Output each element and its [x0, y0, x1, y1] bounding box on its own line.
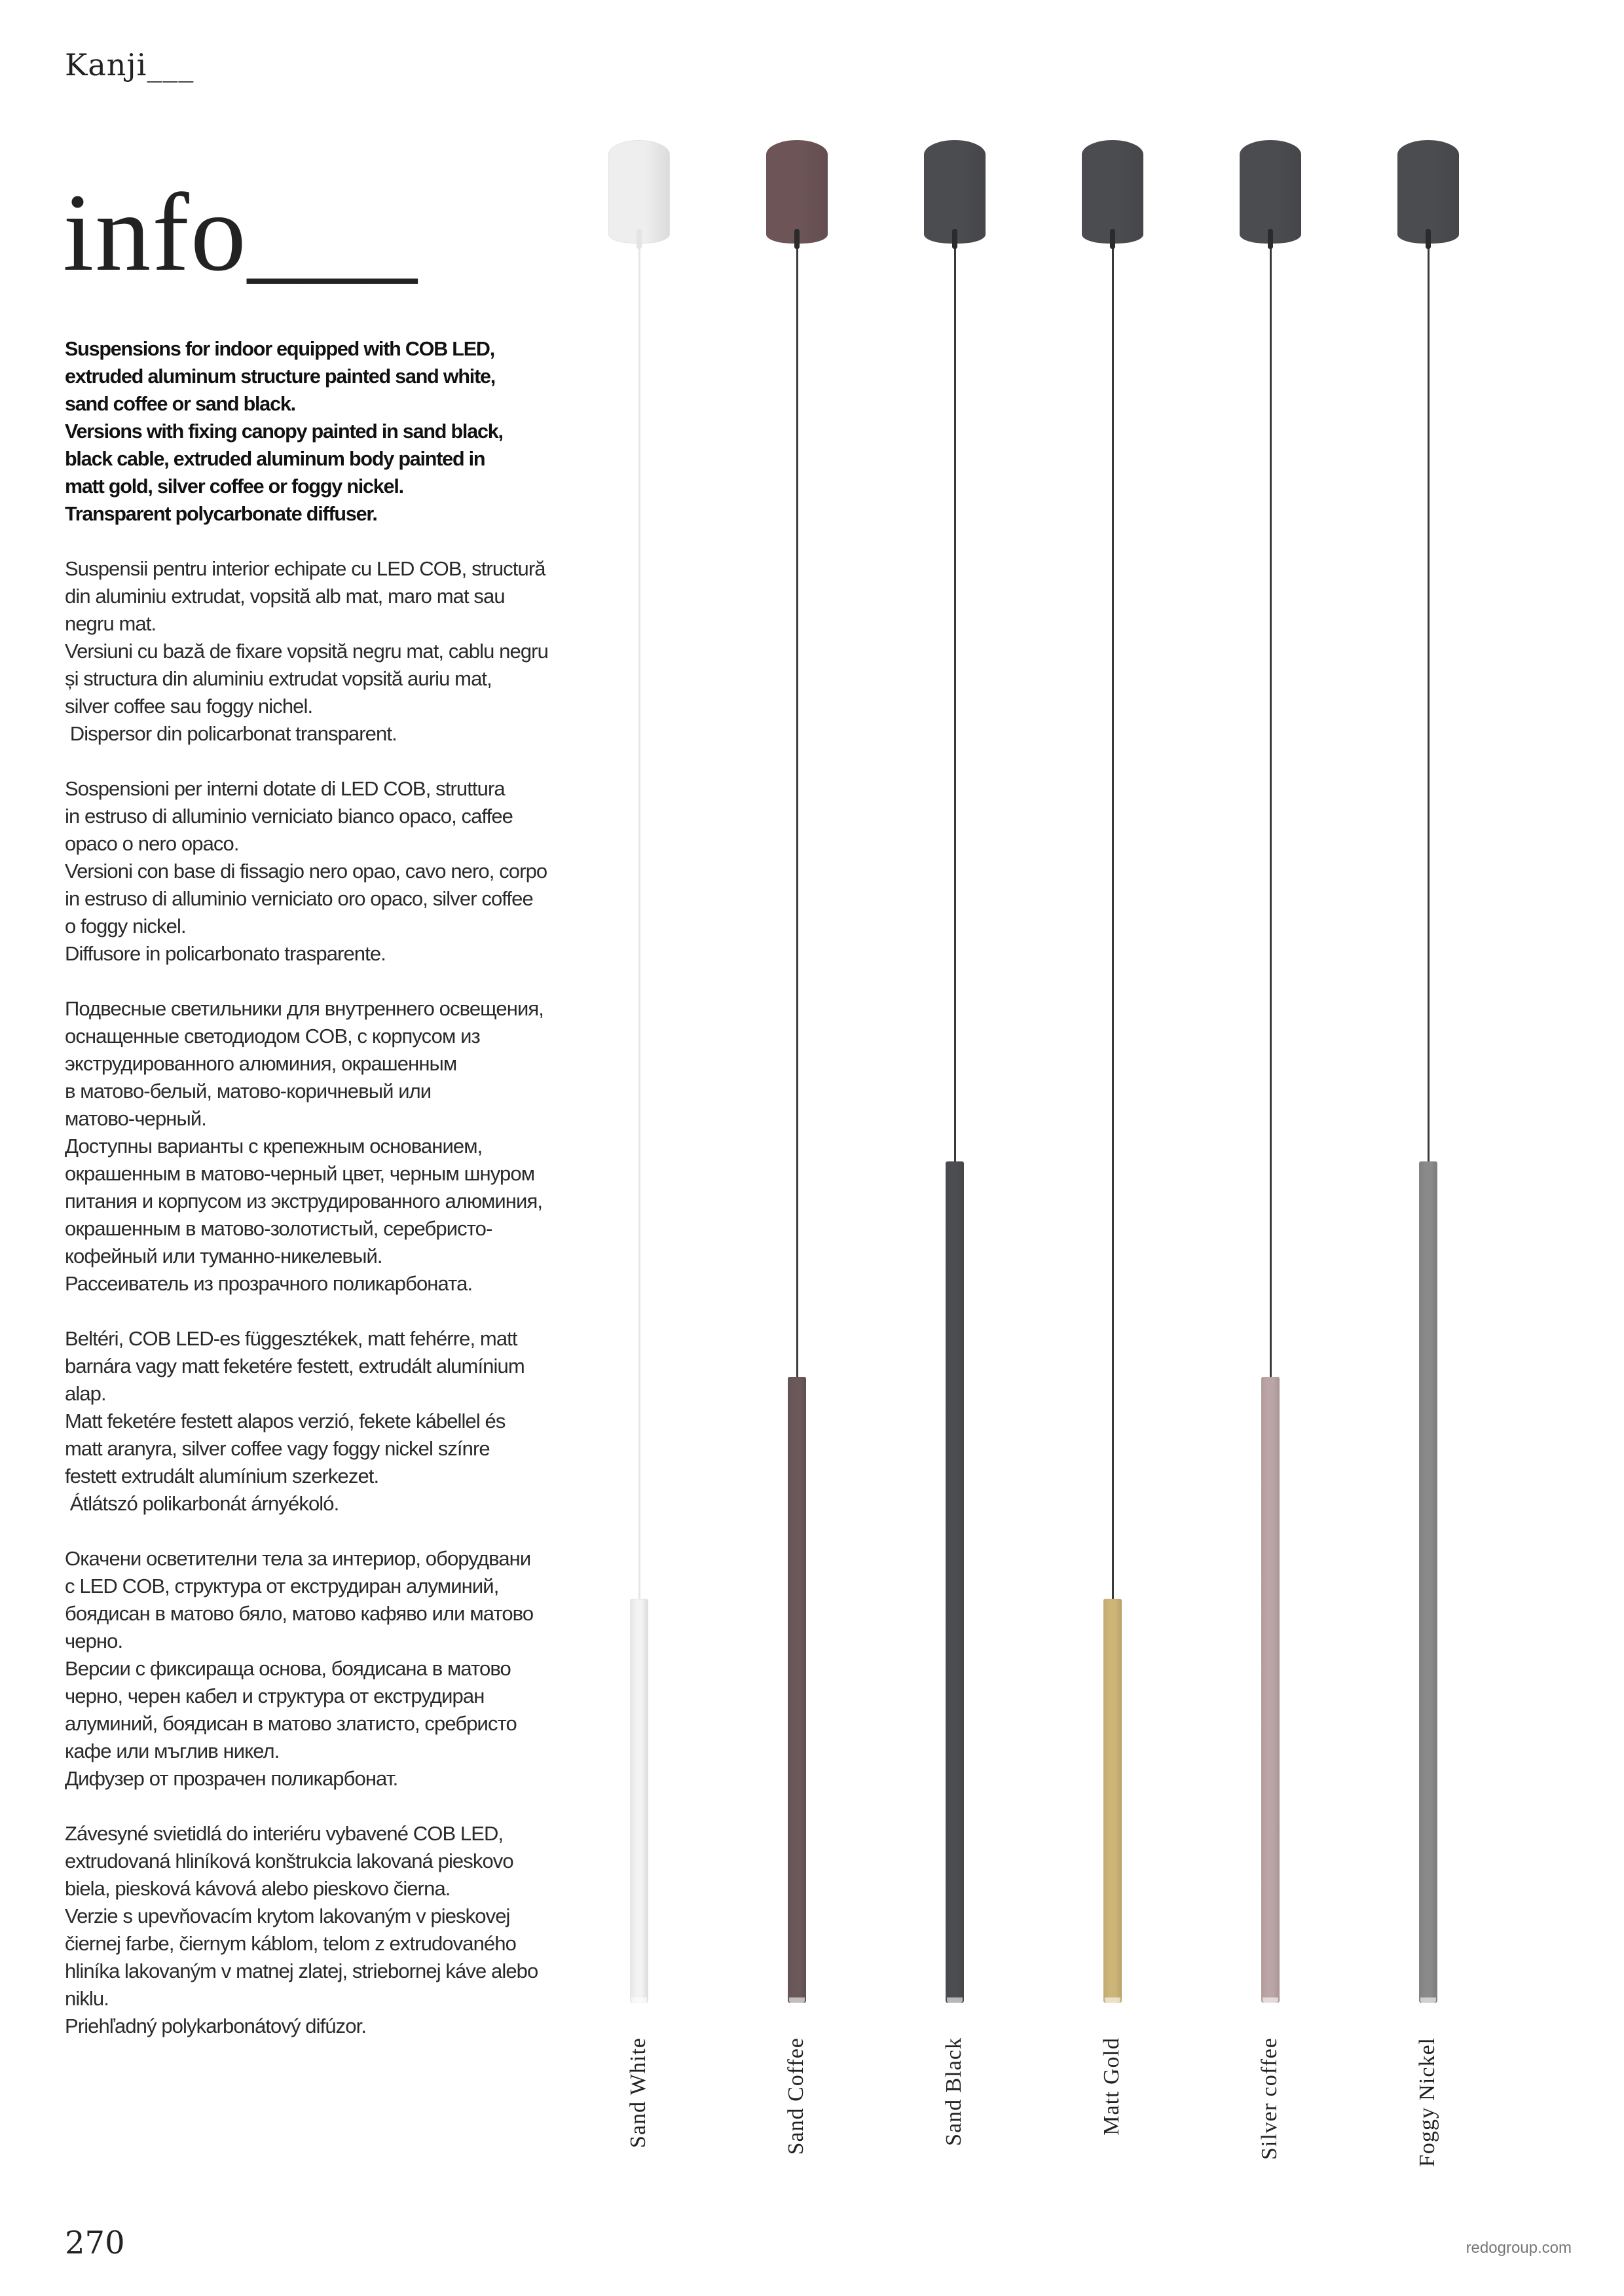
lamp-body — [1103, 1599, 1122, 2003]
lamp-cable — [954, 244, 956, 1161]
pendant-lamp: Sand Coffee — [764, 0, 830, 2296]
description-hungarian: Beltéri, COB LED-es függesztékek, matt f… — [65, 1327, 525, 1515]
lamp-cable-grip — [637, 229, 642, 249]
lamp-canopy — [608, 140, 670, 244]
lamp-canopy — [924, 140, 986, 244]
variant-label: Matt Gold — [1099, 2037, 1124, 2136]
lamp-diffuser — [947, 1997, 963, 2003]
lamp-cable-grip — [1110, 229, 1115, 249]
lamp-diffuser — [1263, 1997, 1278, 2003]
description-bulgarian: Окачени осветителни тела за интериор, об… — [65, 1547, 534, 1790]
lamp-cable — [1270, 244, 1272, 1377]
page-number: 270 — [65, 2225, 125, 2261]
lamp-cable-grip — [1426, 229, 1431, 249]
lamp-cable-grip — [794, 229, 800, 249]
lamp-body — [946, 1161, 964, 2003]
pendant-lamp: Matt Gold — [1080, 0, 1145, 2296]
lamp-body — [1419, 1161, 1437, 2003]
lamp-canopy — [766, 140, 828, 244]
variant-label: Foggy Nickel — [1415, 2037, 1439, 2168]
pendant-lamp: Sand Black — [922, 0, 987, 2296]
description-romanian: Suspensii pentru interior echipate cu LE… — [65, 557, 549, 745]
lamp-cable — [638, 244, 640, 1599]
pendant-lamp: Foggy Nickel — [1395, 0, 1461, 2296]
lamp-diffuser — [1420, 1997, 1436, 2003]
lamp-canopy — [1397, 140, 1459, 244]
description-italian: Sospensioni per interni dotate di LED CO… — [65, 777, 547, 965]
lamp-cable — [1112, 244, 1114, 1599]
description-russian: Подвесные светильники для внутреннего ос… — [65, 997, 544, 1295]
description-text: Suspensions for indoor equipped with COB… — [65, 335, 595, 2068]
lamp-canopy — [1082, 140, 1143, 244]
lamp-body — [788, 1377, 806, 2003]
variant-label: Sand White — [626, 2037, 650, 2148]
description-english: Suspensions for indoor equipped with COB… — [65, 338, 504, 525]
pendant-lamp: Silver coffee — [1238, 0, 1303, 2296]
website: redogroup.com — [1466, 2239, 1572, 2257]
lamp-cable — [1428, 244, 1430, 1161]
lamp-body — [630, 1599, 648, 2003]
variant-label: Sand Coffee — [784, 2037, 808, 2155]
section-title: info___ — [63, 171, 418, 294]
lamp-cable-grip — [952, 229, 957, 249]
lamp-cable-grip — [1268, 229, 1273, 249]
lamp-canopy — [1240, 140, 1301, 244]
header-title: Kanji___ — [65, 47, 194, 82]
lamp-diffuser — [631, 1997, 647, 2003]
lamp-diffuser — [789, 1997, 805, 2003]
variant-label: Silver coffee — [1257, 2037, 1282, 2160]
lamp-diffuser — [1105, 1997, 1120, 2003]
description-slovak: Závesyné svietidlá do interiéru vybavené… — [65, 1822, 538, 2037]
lamp-body — [1261, 1377, 1280, 2003]
variant-label: Sand Black — [942, 2037, 966, 2146]
pendant-lamp: Sand White — [606, 0, 672, 2296]
lamp-cable — [796, 244, 798, 1377]
